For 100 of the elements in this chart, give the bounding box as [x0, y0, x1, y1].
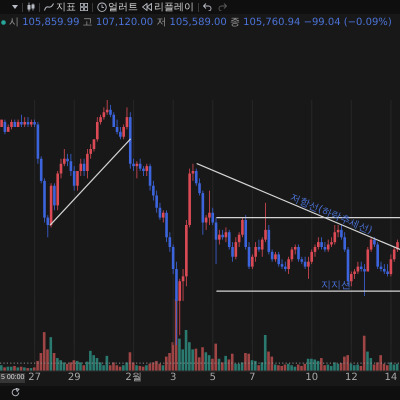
bar: [49, 337, 52, 371]
bar: [316, 360, 320, 371]
bar: [224, 356, 227, 371]
bar: [72, 360, 76, 371]
candlestick: [53, 183, 56, 210]
bar: [352, 365, 356, 371]
candlestick: [258, 240, 260, 252]
series-label: 지지선: [320, 280, 351, 292]
bar: [162, 365, 164, 371]
bar: [230, 354, 234, 371]
candlestick: [0, 120, 3, 127]
bar: [350, 364, 352, 371]
bar: [13, 366, 16, 371]
bar: [284, 364, 286, 371]
bar: [82, 365, 86, 371]
bar: [296, 364, 300, 371]
x-tick-label: 27: [28, 372, 42, 384]
bar: [343, 356, 346, 371]
bar: [366, 352, 369, 371]
bar: [56, 358, 59, 371]
bar: [379, 355, 382, 371]
candlestick: [16, 120, 20, 127]
bar: [108, 365, 112, 371]
bar: [257, 365, 260, 371]
bar: [250, 360, 254, 371]
bar: [115, 365, 118, 371]
x-tick-label: 2월: [125, 372, 142, 384]
bar: [79, 362, 82, 371]
x-tick-label: 5: [210, 372, 216, 384]
bar: [128, 352, 132, 371]
bar: [184, 330, 188, 371]
bar: [300, 366, 303, 371]
bar: [247, 354, 250, 371]
text: 지표: [56, 2, 76, 13]
bar: [218, 358, 220, 371]
bar: [52, 353, 56, 371]
bar: [106, 356, 108, 371]
bar: [30, 368, 32, 371]
x-tick-label: 3: [170, 372, 176, 384]
bar: [386, 365, 389, 371]
bar: [326, 364, 330, 371]
bar: [145, 365, 148, 371]
bar: [92, 355, 95, 371]
bar: [214, 344, 218, 371]
candlestick: [221, 230, 224, 240]
bar: [59, 360, 62, 371]
candlestick: [82, 158, 86, 176]
bar: [201, 347, 204, 371]
candlestick: [297, 244, 300, 262]
bar: [320, 358, 323, 371]
x-tick-label: 12: [344, 372, 358, 384]
bar: [194, 348, 198, 371]
candlestick: [136, 161, 138, 178]
bar: [208, 355, 210, 371]
bar: [204, 352, 208, 371]
bar: [306, 358, 310, 371]
candlestick: [50, 183, 52, 228]
candlestick: [320, 237, 323, 250]
bar: [135, 365, 138, 371]
x-tick-label: 29: [68, 372, 81, 384]
bar: [267, 352, 270, 371]
bar: [178, 338, 181, 371]
candlestick: [386, 264, 389, 276]
candlestick: [14, 120, 16, 127]
bar: [392, 364, 396, 371]
text: 리플레이: [154, 2, 194, 13]
x-tick-label: 14: [384, 372, 398, 384]
x-tick-label: 7: [249, 372, 256, 384]
candlestick: [304, 256, 306, 270]
bar: [234, 364, 237, 371]
bar: [333, 362, 336, 371]
bar: [122, 365, 125, 371]
bar: [356, 364, 359, 371]
bar: [290, 365, 293, 371]
bar: [0, 365, 3, 371]
candlestick: [274, 252, 277, 262]
bar: [112, 362, 115, 371]
candlestick: [10, 120, 13, 130]
text: 얼러트: [108, 2, 138, 13]
bar: [42, 332, 46, 371]
candlestick: [26, 117, 30, 127]
bar: [96, 358, 98, 371]
candlestick: [224, 227, 228, 242]
candlestick: [20, 114, 23, 127]
bar: [264, 335, 267, 371]
candlestick: [128, 112, 132, 169]
candlestick: [4, 120, 6, 134]
bar: [164, 356, 168, 371]
bar: [277, 365, 280, 371]
bar: [346, 355, 349, 371]
x-tick-label: 10: [305, 372, 318, 384]
text: 시 105,859.99 고 107,120.00 저 105,589.00 종 105,760.94 −99.04 (−0.09%): [9, 17, 392, 28]
bar: [362, 336, 366, 371]
candlestick: [363, 264, 366, 296]
bar: [244, 353, 247, 371]
bar: [89, 350, 92, 371]
bar: [274, 364, 276, 371]
bar: [62, 362, 66, 371]
bar: [372, 364, 376, 371]
bar: [313, 359, 316, 371]
